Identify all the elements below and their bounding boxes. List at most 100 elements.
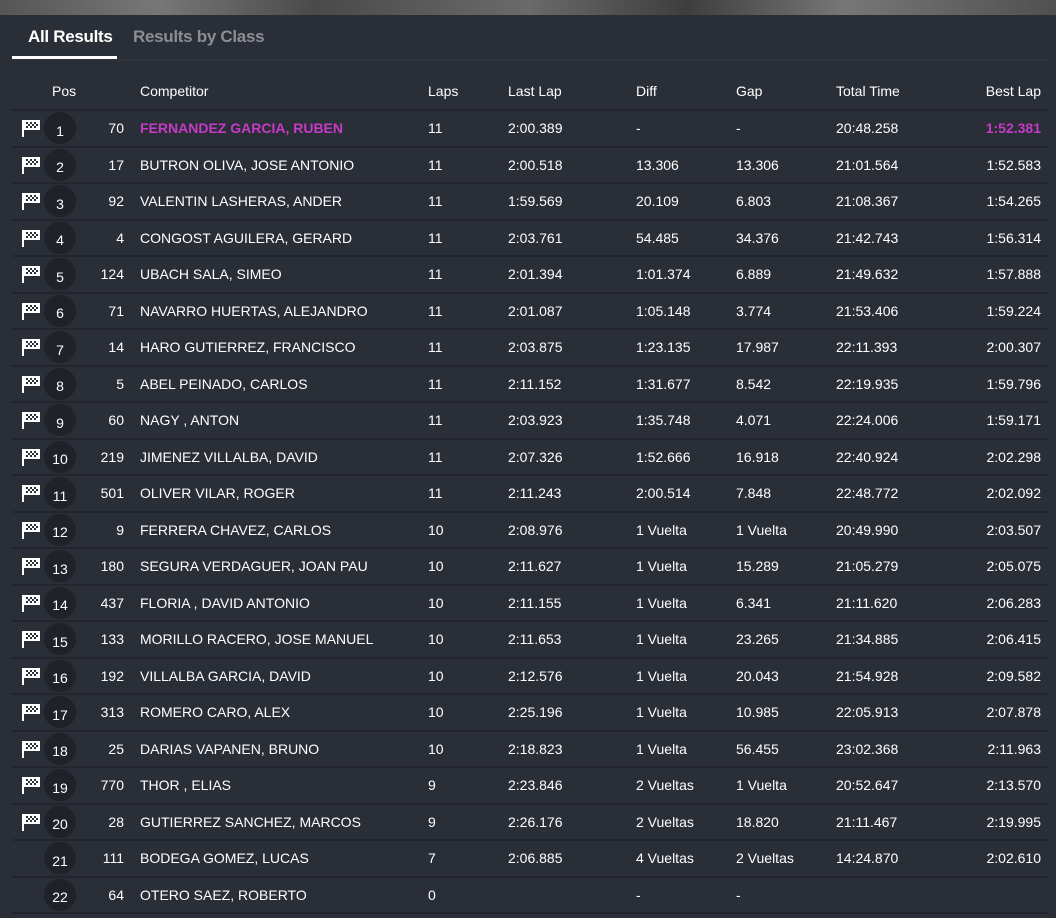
table-row[interactable]: 10 219 JIMENEZ VILLALBA, DAVID 11 2:07.326 1:…	[12, 440, 1048, 476]
best-lap-cell: 1:59.224	[986, 302, 1042, 319]
competitor-name[interactable]: THOR , ELIAS	[140, 777, 232, 794]
table-row[interactable]: 19 770 THOR , ELIAS 9 2:23.846 2 Vueltas 1 Vue…	[12, 768, 1048, 805]
competitor-name[interactable]: ABEL PEINADO, CARLOS	[140, 375, 308, 392]
diff-cell: 1:52.666	[636, 448, 691, 465]
total-time-cell: 22:48.772	[836, 485, 899, 502]
best-lap-cell: 2:13.570	[986, 777, 1042, 794]
header-competitor[interactable]: Competitor	[140, 83, 209, 99]
position-badge: 11	[44, 477, 76, 510]
competitor-name[interactable]: NAGY , ANTON	[140, 412, 240, 429]
table-row[interactable]: 4 4 CONGOST AGUILERA, GERARD 11 2:03.761 54.4…	[12, 221, 1048, 257]
table-row[interactable]: 13 180 SEGURA VERDAGUER, JOAN PAU 10 2:11.62…	[12, 549, 1048, 586]
position-badge: 9	[44, 404, 76, 437]
position-badge: 6	[44, 294, 76, 327]
last-lap-cell: 2:11.243	[508, 485, 562, 502]
best-lap-cell: 1:56.314	[986, 229, 1042, 246]
competitor-number: 192	[100, 667, 124, 684]
table-row[interactable]: 14 437 FLORIA , DAVID ANTONIO 10 2:11.155 1 V…	[12, 586, 1048, 622]
diff-cell: 1 Vuelta	[636, 521, 687, 538]
diff-cell: 1 Vuelta	[636, 594, 687, 611]
table-row[interactable]: 8 5 ABEL PEINADO, CARLOS 11 2:11.152 1:31.677…	[12, 367, 1048, 403]
competitor-name[interactable]: VALENTIN LASHERAS, ANDER	[140, 193, 343, 210]
header-best-lap[interactable]: Best Lap	[985, 83, 1041, 99]
competitor-number: 14	[108, 339, 124, 356]
tab-results-by-class[interactable]: Results by Class	[133, 27, 265, 46]
header-pos[interactable]: Pos	[52, 83, 77, 99]
header-laps[interactable]: Laps	[428, 83, 459, 99]
gap-cell: 16.918	[736, 448, 779, 465]
competitor-number: 71	[108, 302, 124, 319]
table-row[interactable]: 16 192 VILLALBA GARCIA, DAVID 10 2:12.576 1 V…	[12, 659, 1048, 695]
competitor-name[interactable]: FERRERA CHAVEZ, CARLOS	[140, 521, 332, 538]
header-banner-image	[0, 0, 1056, 15]
diff-cell: 1 Vuelta	[636, 740, 687, 757]
last-lap-cell: 2:11.653	[508, 631, 562, 648]
competitor-name[interactable]: FLORIA , DAVID ANTONIO	[140, 594, 310, 611]
competitor-name[interactable]: SEGURA VERDAGUER, JOAN PAU	[140, 558, 368, 575]
table-row[interactable]: 2 17 BUTRON OLIVA, JOSE ANTONIO 11 2:00.518 1…	[12, 148, 1048, 184]
last-lap-cell: 2:00.518	[508, 156, 563, 173]
table-row[interactable]: 20 28 GUTIERREZ SANCHEZ, MARCOS 9 2:26.176 2 …	[12, 805, 1048, 841]
competitor-name[interactable]: JIMENEZ VILLALBA, DAVID	[140, 448, 318, 465]
header-gap[interactable]: Gap	[736, 83, 763, 99]
checkered-flag-icon	[21, 703, 41, 722]
best-lap-cell: 1:52.583	[986, 156, 1042, 173]
gap-cell: 34.376	[736, 229, 779, 246]
table-row[interactable]: 7 14 HARO GUTIERREZ, FRANCISCO 11 2:03.875 1:…	[12, 330, 1048, 367]
last-lap-cell: 2:25.196	[508, 704, 563, 721]
competitor-name[interactable]: FERNANDEZ GARCIA, RUBEN	[140, 120, 343, 137]
competitor-number: 219	[100, 448, 124, 465]
competitor-name[interactable]: HARO GUTIERREZ, FRANCISCO	[140, 339, 356, 356]
competitor-name[interactable]: CONGOST AGUILERA, GERARD	[140, 229, 353, 246]
table-row[interactable]: 6 71 NAVARRO HUERTAS, ALEJANDRO 11 2:01.087 1…	[12, 294, 1048, 330]
gap-cell: 15.289	[736, 558, 779, 575]
header-total-time[interactable]: Total Time	[836, 83, 900, 99]
table-row[interactable]: 5 124 UBACH SALA, SIMEO 11 2:01.394 1:01.374 6…	[12, 257, 1048, 294]
table-row[interactable]: 3 92 VALENTIN LASHERAS, ANDER 11 1:59.569 20.…	[12, 184, 1048, 221]
table-row[interactable]: 11 501 OLIVER VILAR, ROGER 11 2:11.243 2:00.5…	[12, 476, 1048, 513]
total-time-cell: 22:24.006	[836, 412, 899, 429]
checkered-flag-icon	[21, 813, 41, 831]
table-row[interactable]: 15 133 MORILLO RACERO, JOSE MANUEL 10 2:11.6…	[12, 622, 1048, 659]
competitor-name[interactable]: VILLALBA GARCIA, DAVID	[140, 667, 311, 684]
gap-cell: 13.306	[736, 156, 779, 173]
competitor-name[interactable]: OLIVER VILAR, ROGER	[140, 485, 295, 502]
table-row[interactable]: 9 60 NAGY , ANTON 11 2:03.923 1:35.748 4.071 22…	[12, 403, 1048, 440]
gap-cell: 4.071	[736, 412, 772, 429]
laps-cell: 11	[428, 156, 443, 173]
checkered-flag-icon	[21, 265, 41, 284]
best-lap-cell: 1:54.265	[986, 193, 1042, 210]
competitor-name[interactable]: OTERO SAEZ, ROBERTO	[140, 886, 307, 903]
last-lap-cell: 2:11.627	[508, 558, 562, 575]
position-badge: 1	[44, 112, 76, 145]
laps-cell: 11	[428, 266, 443, 283]
table-row[interactable]: 17 313 ROMERO CARO, ALEX 10 2:25.196 1 Vuelta…	[12, 695, 1048, 732]
competitor-name[interactable]: MORILLO RACERO, JOSE MANUEL	[140, 631, 374, 648]
table-row[interactable]: 12 9 FERRERA CHAVEZ, CARLOS 10 2:08.976 1 Vue…	[12, 513, 1048, 549]
total-time-cell: 22:11.393	[836, 339, 898, 356]
checkered-flag-icon	[21, 119, 41, 138]
table-row[interactable]: 1 70 FERNANDEZ GARCIA, RUBEN 11 2:00.389 - - 20…	[12, 111, 1048, 148]
competitor-name[interactable]: BODEGA GOMEZ, LUCAS	[140, 850, 309, 867]
total-time-cell: 21:42.743	[836, 229, 899, 246]
competitor-number: 770	[100, 777, 124, 794]
competitor-name[interactable]: UBACH SALA, SIMEO	[140, 266, 282, 283]
tab-all-results[interactable]: All Results	[28, 27, 113, 46]
competitor-name[interactable]: DARIAS VAPANEN, BRUNO	[140, 740, 320, 757]
competitor-name[interactable]: GUTIERREZ SANCHEZ, MARCOS	[140, 813, 361, 830]
total-time-cell: 20:52.647	[836, 777, 899, 794]
competitor-name[interactable]: NAVARRO HUERTAS, ALEJANDRO	[140, 302, 368, 319]
competitor-name[interactable]: BUTRON OLIVA, JOSE ANTONIO	[140, 156, 355, 173]
competitor-number: 92	[108, 193, 124, 210]
competitor-name[interactable]: ROMERO CARO, ALEX	[140, 704, 291, 721]
table-row[interactable]: 21 111 BODEGA GOMEZ, LUCAS 7 2:06.885 4 Vuelt…	[12, 841, 1048, 878]
table-row[interactable]: 18 25 DARIAS VAPANEN, BRUNO 10 2:18.823 1 Vue…	[12, 732, 1048, 768]
header-diff[interactable]: Diff	[636, 83, 657, 99]
table-row[interactable]: 22 64 OTERO SAEZ, ROBERTO 0 - -	[12, 878, 1048, 914]
last-lap-cell: 2:01.394	[508, 266, 563, 283]
header-last-lap[interactable]: Last Lap	[508, 83, 562, 99]
best-lap-cell: 2:02.610	[986, 850, 1042, 867]
last-lap-cell: 2:08.976	[508, 521, 563, 538]
laps-cell: 11	[428, 375, 443, 392]
best-lap-cell: 1:59.796	[986, 375, 1042, 392]
